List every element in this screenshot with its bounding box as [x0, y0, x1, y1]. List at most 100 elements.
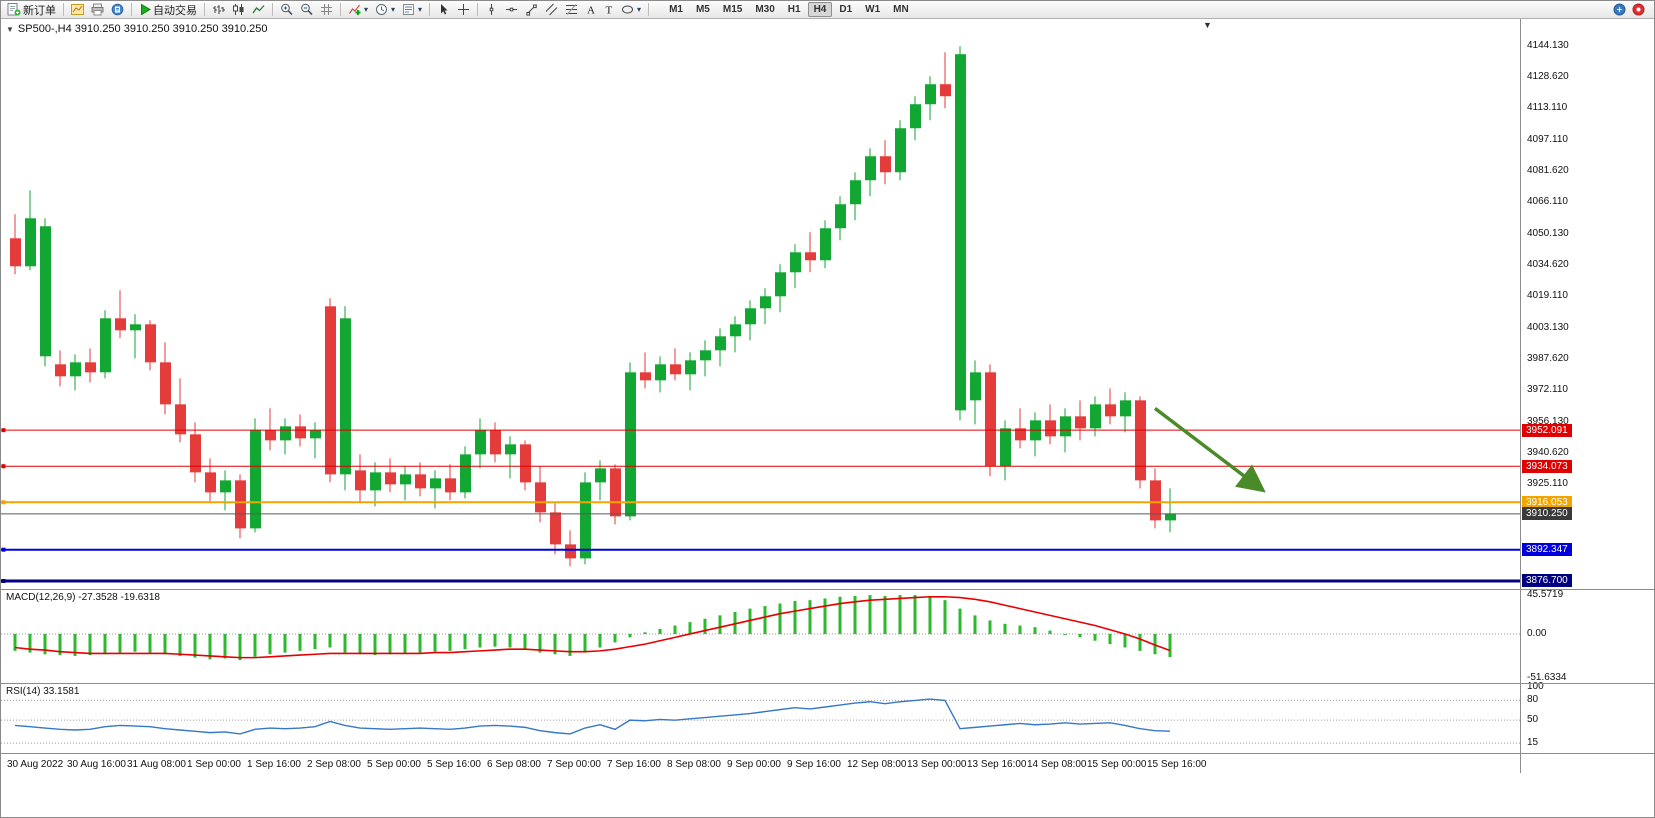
chart-window: ▼ SP500-,H4 3910.250 3910.250 3910.250 3… [1, 19, 1654, 817]
label-button[interactable]: T [600, 1, 617, 19]
candle-body [400, 474, 411, 485]
linechart-icon [252, 3, 265, 16]
vertical-line-button[interactable] [482, 1, 501, 19]
print-button[interactable] [88, 1, 107, 19]
panel-separator[interactable] [1, 589, 1654, 590]
candle-body [1000, 428, 1011, 467]
candle-body [790, 252, 801, 273]
crosshair-button[interactable] [454, 1, 473, 19]
line-chart-button[interactable] [249, 1, 268, 19]
time-axis-label: 9 Sep 00:00 [727, 759, 781, 770]
macd-axis-label: 45.5719 [1527, 589, 1564, 601]
dropdown-caret-icon[interactable]: ▾ [364, 5, 369, 14]
dropdown-caret-icon[interactable]: ▾ [418, 5, 423, 14]
timeframe-h1-button[interactable]: H1 [787, 4, 801, 15]
time-axis-label: 7 Sep 00:00 [547, 759, 601, 770]
timeframe-m5-button[interactable]: M5 [695, 4, 710, 15]
indicators-button[interactable]: ▾ [345, 1, 371, 19]
candle-body [1105, 404, 1116, 417]
macd-axis-label: -51.6334 [1527, 671, 1567, 683]
timeframe-d1-button[interactable]: D1 [839, 4, 853, 15]
candle-body [145, 324, 156, 363]
candle-body [895, 128, 906, 173]
rsi-axis-label: 80 [1527, 694, 1539, 706]
level-left-marker[interactable] [1, 464, 6, 469]
candles-icon [232, 3, 245, 16]
text-button[interactable]: A [582, 1, 599, 19]
price-axis-label: 4081.620 [1527, 165, 1569, 176]
new-order-button[interactable]: 新订单 [4, 1, 59, 19]
price-axis-label: 3956.130 [1527, 416, 1569, 428]
toolbar-separator [131, 3, 132, 16]
collapse-icon[interactable]: ▼ [6, 24, 14, 34]
cursor-button[interactable] [434, 1, 453, 19]
zoom-in-button[interactable] [277, 1, 296, 19]
candle-body [865, 156, 876, 181]
level-price-badge: 3916.053 [1522, 495, 1572, 509]
macd-signal-line [14, 595, 1171, 659]
candle-body [100, 318, 111, 373]
level-left-marker[interactable] [1, 428, 6, 433]
level-price-badge: 3876.700 [1522, 574, 1572, 588]
clock-icon [375, 3, 388, 16]
candle-body [610, 468, 621, 517]
fibonacci-button[interactable] [562, 1, 581, 19]
timeframe-m30-button[interactable]: M30 [755, 4, 775, 15]
rsi-axis-label: 50 [1527, 714, 1539, 726]
candle-body [55, 364, 66, 377]
timeframe-w1-button[interactable]: W1 [865, 4, 881, 15]
autotrading-button[interactable]: 自动交易 [136, 1, 200, 19]
level-left-marker[interactable] [1, 578, 6, 583]
community-button[interactable] [1613, 3, 1626, 16]
candle-body [535, 482, 546, 513]
chart-window-button[interactable] [68, 1, 87, 19]
level-left-marker[interactable] [1, 547, 6, 552]
timeframe-mn-button[interactable]: MN [893, 4, 909, 15]
timeframe-h4-button[interactable]: H4 [807, 2, 833, 17]
zoom-in-icon [280, 3, 293, 16]
alerts-button[interactable] [1632, 3, 1645, 16]
macd-histogram [13, 595, 1172, 661]
panel-separator[interactable] [1, 683, 1654, 684]
hline-icon [505, 3, 518, 16]
candle-body [745, 308, 756, 325]
time-axis-label: 12 Sep 08:00 [847, 759, 907, 770]
candle-body [970, 372, 981, 401]
candle-body [655, 364, 666, 381]
zoom-out-button[interactable] [297, 1, 316, 19]
trend-arrow-annotation[interactable] [1153, 406, 1266, 493]
candle-body [700, 350, 711, 361]
channel-button[interactable] [542, 1, 561, 19]
periods-button[interactable]: ▾ [372, 1, 398, 19]
timeframe-m15-button[interactable]: M15 [722, 4, 743, 15]
bars-icon [212, 3, 225, 16]
candlestick-chart-button[interactable] [229, 1, 248, 19]
trendline-button[interactable] [522, 1, 541, 19]
price-axis-label: 4034.620 [1527, 259, 1569, 271]
level-left-marker[interactable] [1, 500, 6, 505]
rsi-axis-label: 100 [1527, 681, 1544, 693]
shapes-button[interactable]: ▾ [618, 1, 644, 19]
candle-body [1075, 416, 1086, 429]
toolbar-separator [204, 3, 205, 16]
horizontal-line-button[interactable] [502, 1, 521, 19]
candle-body [190, 434, 201, 473]
time-axis[interactable]: 30 Aug 2022 30 Aug 16:00 31 Aug 08:00 1 Sep… [1, 754, 1654, 774]
level-price-badge: 3892.347 [1522, 543, 1572, 557]
candle-body [1120, 400, 1131, 417]
timeframe-m1-button[interactable]: M1 [669, 4, 683, 15]
grid-icon [320, 3, 333, 16]
dropdown-caret-icon[interactable]: ▾ [637, 5, 642, 14]
dropdown-caret-icon[interactable]: ▾ [391, 5, 396, 14]
candle-body [85, 362, 96, 373]
templates-button[interactable]: ▾ [399, 1, 425, 19]
preview-button[interactable] [108, 1, 127, 19]
autotrading-button-label: 自动交易 [153, 4, 197, 17]
bar-chart-button[interactable] [209, 1, 228, 19]
tile-windows-button[interactable] [317, 1, 336, 19]
time-axis-label: 13 Sep 16:00 [967, 759, 1027, 770]
price-chart-plot[interactable] [1, 19, 1520, 774]
toolbar-right-icons [1613, 3, 1651, 16]
time-axis-label: 1 Sep 16:00 [247, 759, 301, 770]
candle-body [580, 482, 591, 559]
